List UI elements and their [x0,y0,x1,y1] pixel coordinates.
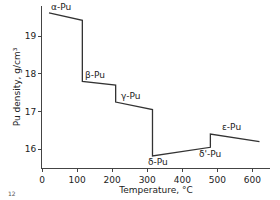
svg-text:600: 600 [244,175,261,185]
svg-text:γ-Pu: γ-Pu [121,91,141,101]
svg-text:0: 0 [39,175,45,185]
svg-text:100: 100 [68,175,85,185]
svg-text:β-Pu: β-Pu [85,70,105,80]
svg-text:18: 18 [25,69,37,79]
svg-text:δ'-Pu: δ'-Pu [199,149,221,159]
svg-text:Temperature, °C: Temperature, °C [118,185,193,195]
svg-text:12: 12 [8,190,16,197]
svg-text:α-Pu: α-Pu [51,2,71,12]
svg-text:Pu density, g/cm³: Pu density, g/cm³ [12,47,22,126]
svg-text:200: 200 [104,175,121,185]
svg-text:400: 400 [174,175,191,185]
svg-text:19: 19 [25,31,37,41]
svg-text:300: 300 [139,175,156,185]
svg-text:ε-Pu: ε-Pu [222,122,241,132]
svg-text:17: 17 [25,107,36,117]
svg-text:16: 16 [25,144,37,154]
svg-text:500: 500 [209,175,226,185]
svg-text:δ-Pu: δ-Pu [148,157,168,167]
